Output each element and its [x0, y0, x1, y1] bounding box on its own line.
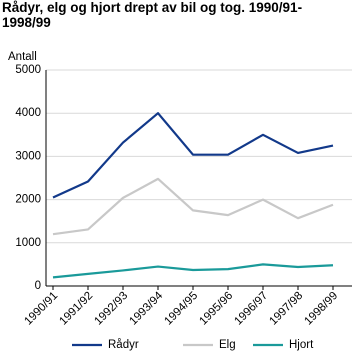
- chart-title: Rådyr, elg og hjort drept av bil og tog.…: [2, 0, 303, 30]
- x-tick-label: 1991/92: [57, 290, 95, 328]
- x-tick-label: 1993/94: [127, 289, 165, 327]
- y-axis-label: Antall: [8, 51, 37, 63]
- y-tick-label: 0: [35, 280, 41, 292]
- legend-label: Hjort: [289, 339, 314, 351]
- x-tick-label: 1996/97: [232, 290, 270, 328]
- x-tick-label: 1994/95: [162, 290, 200, 328]
- x-tick-label: 1992/93: [92, 290, 130, 328]
- x-tick-label: 1990/91: [22, 290, 60, 328]
- line-series: [52, 177, 334, 236]
- legend-label: Rådyr: [108, 339, 139, 351]
- x-tick-label: 1995/96: [197, 290, 235, 328]
- line-series: [52, 263, 334, 279]
- y-tick-label: 3000: [15, 150, 41, 162]
- x-tick-label: 1997/98: [267, 290, 305, 328]
- line-series: [52, 112, 334, 199]
- y-tick-label: 5000: [15, 64, 41, 76]
- y-tick-label: 2000: [15, 194, 41, 206]
- legend-label: Elg: [219, 339, 236, 351]
- y-tick-label: 1000: [15, 237, 41, 249]
- y-tick-label: 4000: [15, 107, 41, 119]
- x-tick-label: 1998/99: [302, 290, 340, 328]
